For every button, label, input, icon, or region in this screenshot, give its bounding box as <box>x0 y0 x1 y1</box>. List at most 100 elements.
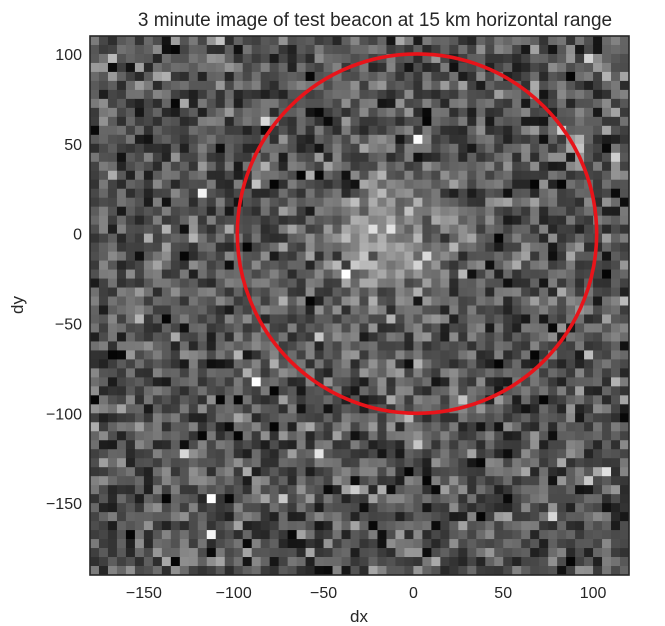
heatmap-cell <box>315 288 324 297</box>
heatmap-cell <box>252 225 261 234</box>
heatmap-cell <box>270 431 279 440</box>
heatmap-cell <box>521 395 530 404</box>
heatmap-cell <box>620 467 629 476</box>
heatmap-cell <box>180 270 189 279</box>
heatmap-cell <box>395 189 404 198</box>
heatmap-cell <box>404 494 413 503</box>
heatmap-cell <box>620 314 629 323</box>
heatmap-cell <box>261 449 270 458</box>
heatmap-cell <box>261 521 270 530</box>
heatmap-cell <box>351 198 360 207</box>
heatmap-cell <box>144 54 153 63</box>
heatmap-cell <box>404 368 413 377</box>
heatmap-cell <box>306 332 315 341</box>
heatmap-cell <box>144 350 153 359</box>
heatmap-cell <box>360 359 369 368</box>
heatmap-cell <box>431 252 440 261</box>
heatmap-cell <box>315 153 324 162</box>
heatmap-cell <box>548 243 557 252</box>
heatmap-cell <box>288 171 297 180</box>
heatmap-cell <box>476 449 485 458</box>
heatmap-cell <box>413 216 422 225</box>
heatmap-cell <box>386 72 395 81</box>
heatmap-cell <box>135 359 144 368</box>
heatmap-cell <box>99 234 108 243</box>
heatmap-cell <box>162 377 171 386</box>
heatmap-cell <box>99 323 108 332</box>
heatmap-cell <box>368 494 377 503</box>
heatmap-cell <box>467 225 476 234</box>
heatmap-cell <box>503 422 512 431</box>
heatmap-cell <box>512 386 521 395</box>
heatmap-cell <box>243 512 252 521</box>
heatmap-cell <box>440 359 449 368</box>
heatmap-cell <box>449 485 458 494</box>
heatmap-cell <box>503 431 512 440</box>
heatmap-cell <box>288 252 297 261</box>
heatmap-cell <box>171 431 180 440</box>
heatmap-cell <box>261 359 270 368</box>
heatmap-cell <box>368 539 377 548</box>
heatmap-cell <box>243 45 252 54</box>
heatmap-cell <box>333 449 342 458</box>
heatmap-cell <box>602 413 611 422</box>
heatmap-cell <box>566 377 575 386</box>
heatmap-cell <box>530 377 539 386</box>
heatmap-cell <box>413 557 422 566</box>
heatmap-cell <box>144 332 153 341</box>
heatmap-cell <box>611 252 620 261</box>
heatmap-cell <box>225 306 234 315</box>
heatmap-cell <box>548 485 557 494</box>
heatmap-cell <box>108 476 117 485</box>
heatmap-cell <box>620 440 629 449</box>
heatmap-cell <box>216 332 225 341</box>
heatmap-cell <box>521 288 530 297</box>
heatmap-cell <box>342 261 351 270</box>
heatmap-cell <box>620 99 629 108</box>
heatmap-cell <box>458 90 467 99</box>
heatmap-cell <box>360 252 369 261</box>
heatmap-cell <box>476 198 485 207</box>
heatmap-cell <box>288 314 297 323</box>
heatmap-cell <box>620 90 629 99</box>
heatmap-cell <box>144 306 153 315</box>
heatmap-cell <box>566 72 575 81</box>
heatmap-cell <box>386 306 395 315</box>
heatmap-cell <box>324 458 333 467</box>
heatmap-cell <box>288 557 297 566</box>
heatmap-cell <box>117 314 126 323</box>
heatmap-cell <box>404 117 413 126</box>
heatmap-cell <box>395 503 404 512</box>
heatmap-cell <box>306 189 315 198</box>
heatmap-cell <box>431 449 440 458</box>
heatmap-cell <box>413 467 422 476</box>
heatmap-cell <box>90 297 99 306</box>
heatmap-cell <box>584 323 593 332</box>
heatmap-cell <box>270 386 279 395</box>
heatmap-cell <box>90 449 99 458</box>
heatmap-cell <box>360 72 369 81</box>
heatmap-cell <box>288 54 297 63</box>
heatmap-cell <box>386 180 395 189</box>
heatmap-cell <box>252 36 261 45</box>
heatmap-cell <box>377 314 386 323</box>
heatmap-cell <box>198 449 207 458</box>
heatmap-cell <box>243 377 252 386</box>
heatmap-cell <box>189 234 198 243</box>
heatmap-cell <box>413 207 422 216</box>
heatmap-cell <box>180 323 189 332</box>
heatmap-cell <box>521 503 530 512</box>
heatmap-cell <box>521 306 530 315</box>
heatmap-cell <box>108 395 117 404</box>
heatmap-cell <box>620 81 629 90</box>
heatmap-cell <box>422 81 431 90</box>
heatmap-cell <box>557 180 566 189</box>
heatmap-cell <box>144 81 153 90</box>
heatmap-cell <box>135 440 144 449</box>
heatmap-cell <box>162 198 171 207</box>
heatmap-cell <box>279 36 288 45</box>
heatmap-cell <box>189 485 198 494</box>
heatmap-cell <box>315 323 324 332</box>
heatmap-cell <box>117 386 126 395</box>
heatmap-cell <box>539 180 548 189</box>
